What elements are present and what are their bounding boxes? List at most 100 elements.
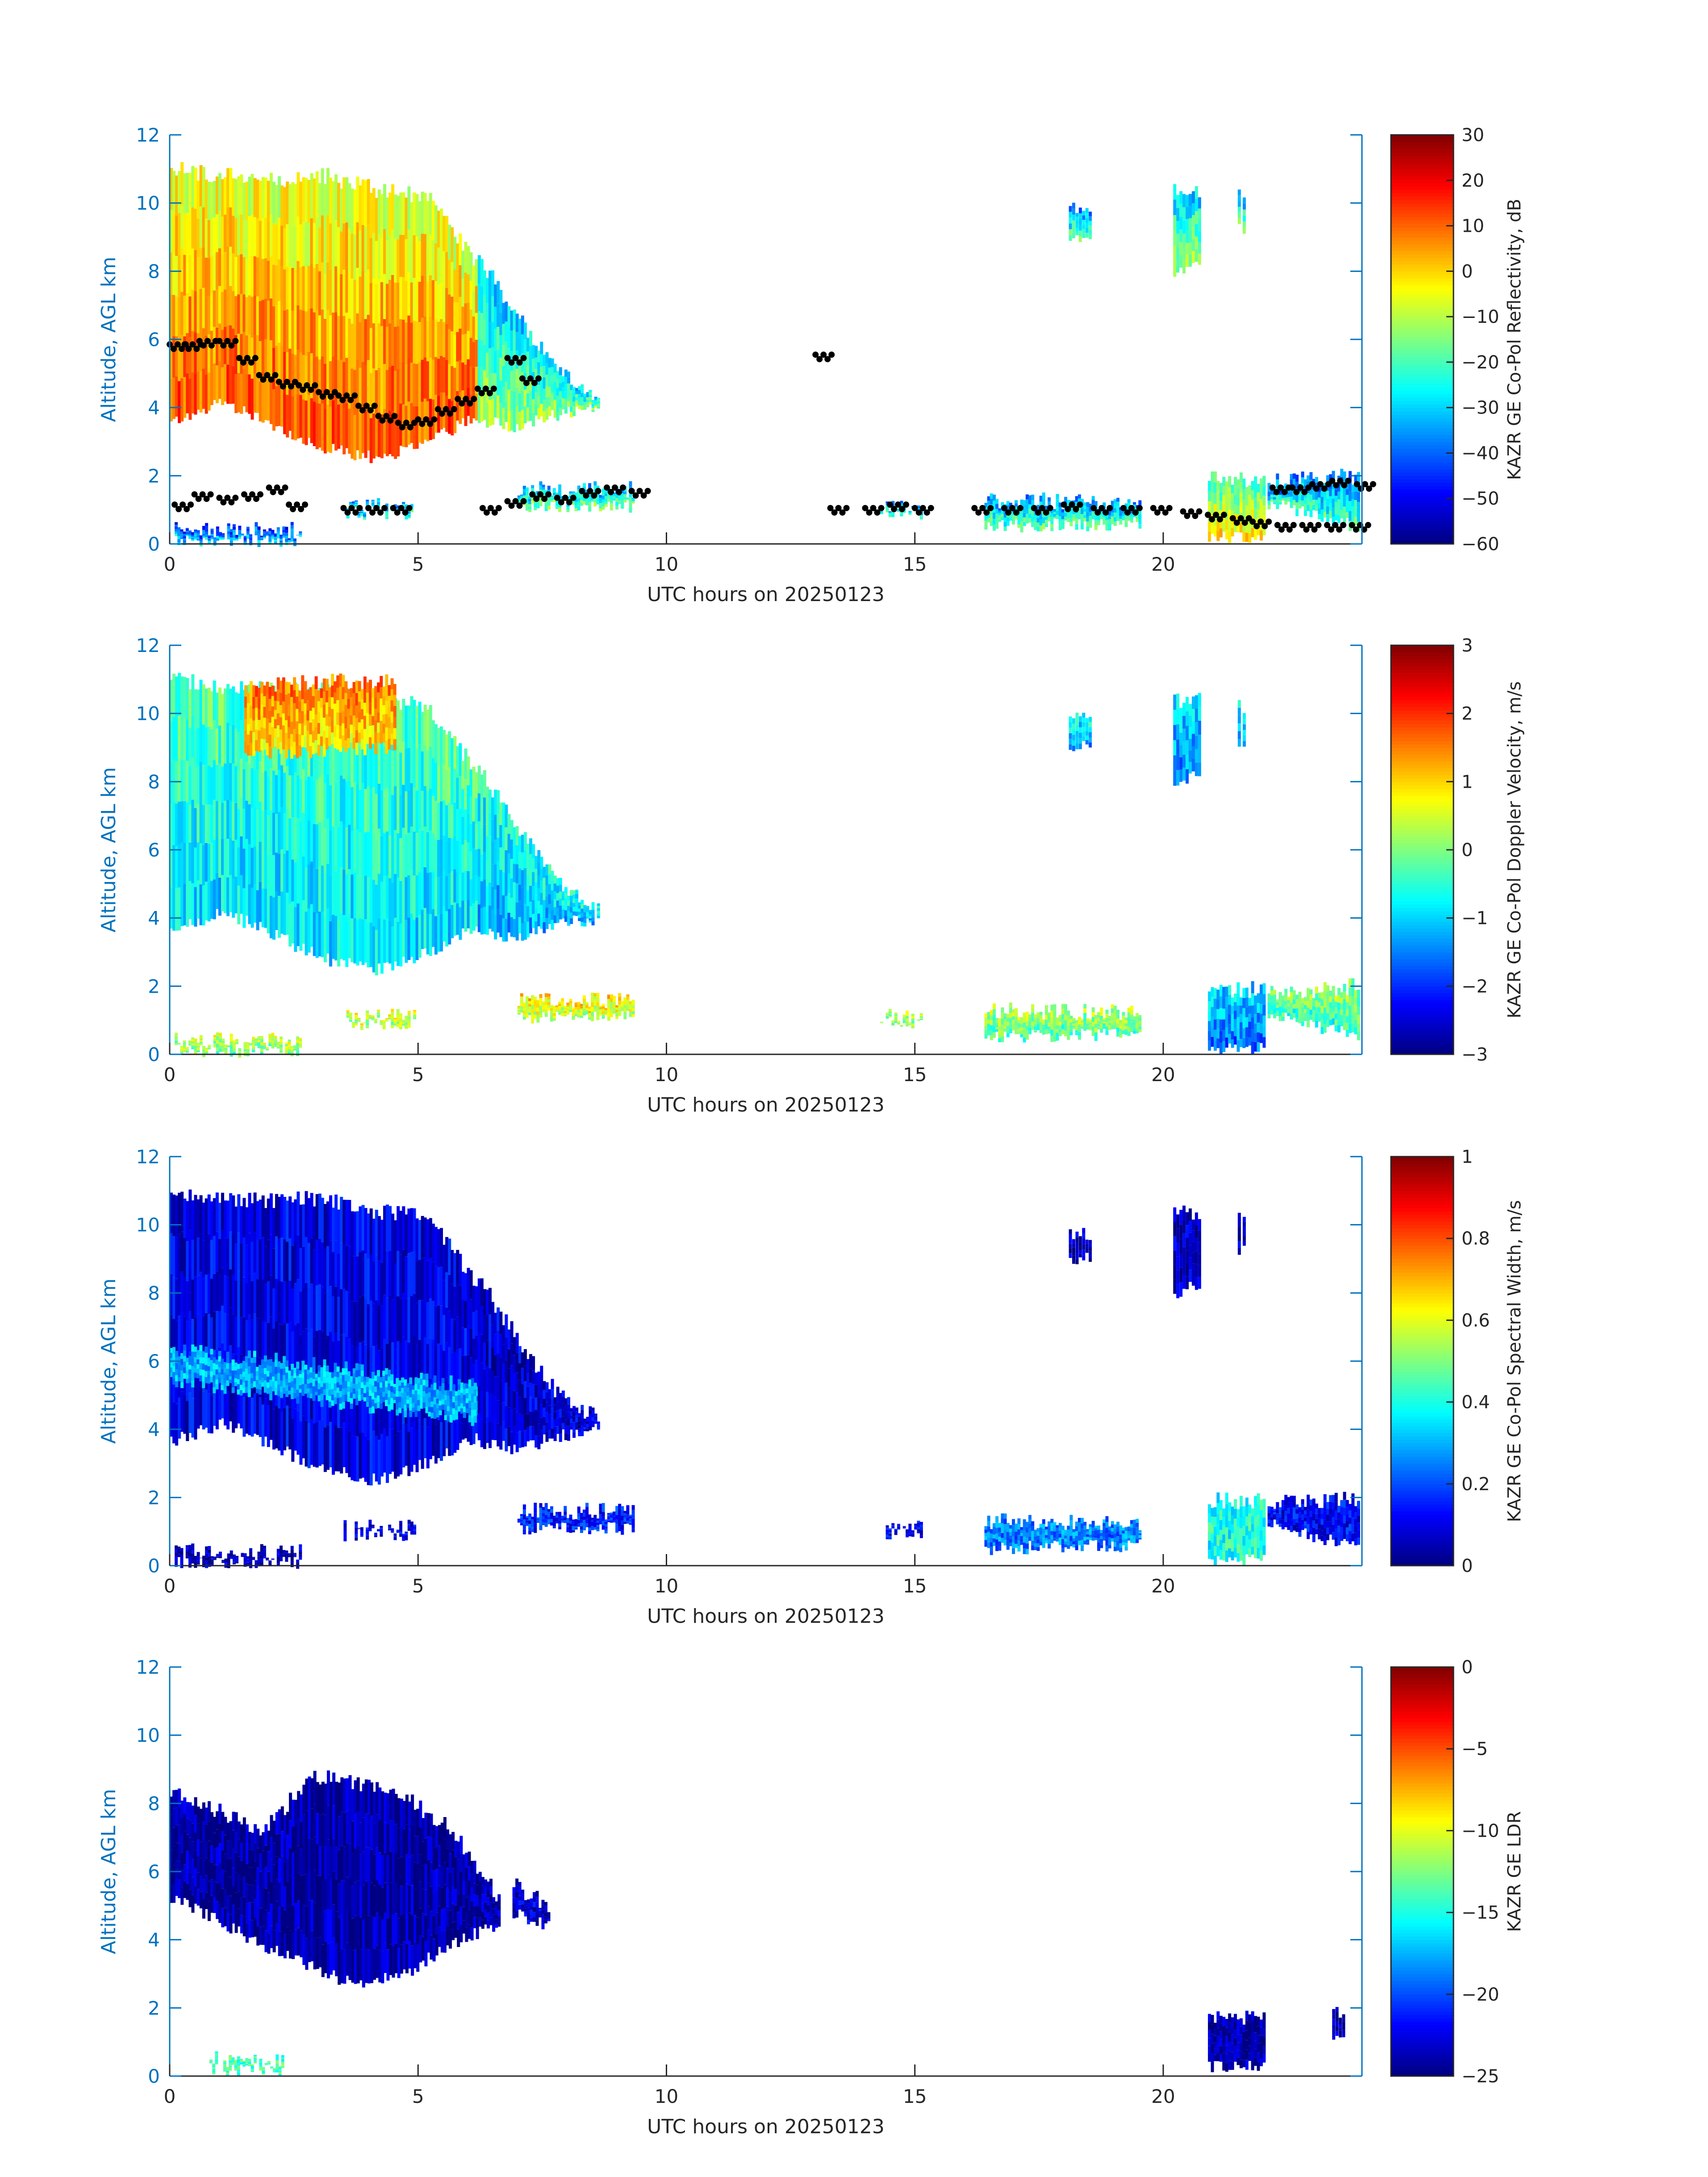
echo-cell [175, 888, 179, 931]
echo-cell [1086, 521, 1090, 526]
echo-cell [188, 766, 192, 804]
echo-cell [588, 502, 592, 507]
echo-cell [1058, 507, 1062, 512]
echo-cell [1267, 505, 1271, 510]
echo-cell [349, 501, 352, 503]
y-tick-label: 12 [136, 124, 160, 146]
echo-cell [407, 1014, 411, 1017]
echo-cell [393, 504, 397, 505]
echo-cell [210, 537, 214, 539]
echo-cell [585, 497, 589, 500]
echo-cell [535, 921, 538, 935]
echo-cell [558, 1002, 562, 1004]
echo-cell [1357, 512, 1360, 522]
echo-cell [256, 218, 259, 258]
marker-point [554, 494, 560, 501]
echo-cell [564, 1011, 567, 1013]
echo-cell [208, 1048, 211, 1049]
echo-cell [186, 373, 189, 414]
echo-cell [364, 319, 367, 366]
marker-point [983, 509, 990, 516]
echo-cell [309, 687, 313, 699]
echo-cell [445, 770, 449, 806]
echo-cell [226, 877, 230, 916]
colorbar-step [1391, 346, 1453, 350]
echo-cell [304, 736, 307, 748]
echo-cell [521, 334, 524, 354]
echo-cell [235, 538, 239, 539]
echo-cell [405, 405, 408, 447]
echo-cell [210, 368, 213, 405]
echo-cell [350, 688, 353, 698]
echo-cell [380, 1022, 383, 1023]
echo-cell [1116, 517, 1120, 521]
echo-cell [359, 276, 362, 322]
colorbar-step [1391, 438, 1453, 442]
echo-cell [243, 1047, 247, 1049]
echo-cell [224, 763, 227, 801]
echo-cell [491, 347, 495, 373]
echo-cell [570, 907, 573, 913]
echo-cell [594, 406, 597, 408]
echo-cell [1284, 501, 1288, 505]
echo-cell [186, 844, 189, 886]
echo-cell [1061, 516, 1065, 519]
echo-cell [575, 894, 579, 898]
echo-cell [540, 916, 543, 929]
echo-cell [367, 922, 370, 968]
echo-cell [597, 405, 600, 407]
echo-cell [1192, 239, 1195, 251]
echo-cell [900, 514, 903, 517]
colorbar-step [1391, 152, 1453, 156]
echo-cell [199, 330, 203, 372]
echo-cell [526, 487, 529, 492]
echo-cell [1085, 228, 1089, 233]
echo-cell [178, 255, 181, 297]
echo-cell [1345, 501, 1349, 507]
echo-cell [1257, 510, 1260, 518]
colorbar-step [1391, 448, 1453, 452]
echo-cell [1234, 495, 1237, 505]
echo-cell [314, 676, 318, 689]
echo-cell [361, 919, 365, 965]
echo-cell [227, 1046, 230, 1047]
echo-cell [418, 915, 422, 958]
echo-cell [1031, 516, 1035, 522]
echo-cell [1281, 498, 1285, 501]
echo-cell [448, 802, 451, 838]
echo-cell [280, 346, 284, 387]
echo-cell [522, 485, 526, 489]
echo-cell [467, 871, 470, 900]
echo-cell [448, 364, 451, 399]
echo-cell [296, 709, 299, 722]
echo-cell [440, 801, 443, 839]
echo-cell [1089, 503, 1092, 508]
echo-cell [188, 255, 192, 297]
echo-cell [355, 730, 359, 743]
echo-cell [472, 794, 476, 822]
echo-cell [282, 737, 285, 750]
echo-cell [502, 408, 505, 429]
marker-point [308, 386, 314, 393]
echo-cell [507, 912, 511, 933]
echo-4 [1173, 693, 1201, 786]
echo-cell [342, 735, 345, 748]
echo-cell [191, 535, 195, 537]
echo-cell [299, 822, 303, 865]
marker-point [1315, 522, 1322, 528]
echo-cell [368, 1015, 372, 1016]
echo-cell [363, 702, 367, 716]
echo-cell [526, 338, 530, 352]
echo-cell [1357, 502, 1360, 512]
echo-cell [577, 493, 580, 498]
echo-cell [276, 725, 280, 737]
echo-cell [586, 916, 589, 919]
echo-cell [522, 1002, 526, 1006]
echo-cell [1075, 496, 1078, 502]
echo-cell [1091, 515, 1095, 519]
echo-cell [489, 297, 492, 322]
echo-cell [1089, 230, 1092, 235]
echo-cell [188, 881, 192, 919]
echo-cell [350, 706, 353, 716]
